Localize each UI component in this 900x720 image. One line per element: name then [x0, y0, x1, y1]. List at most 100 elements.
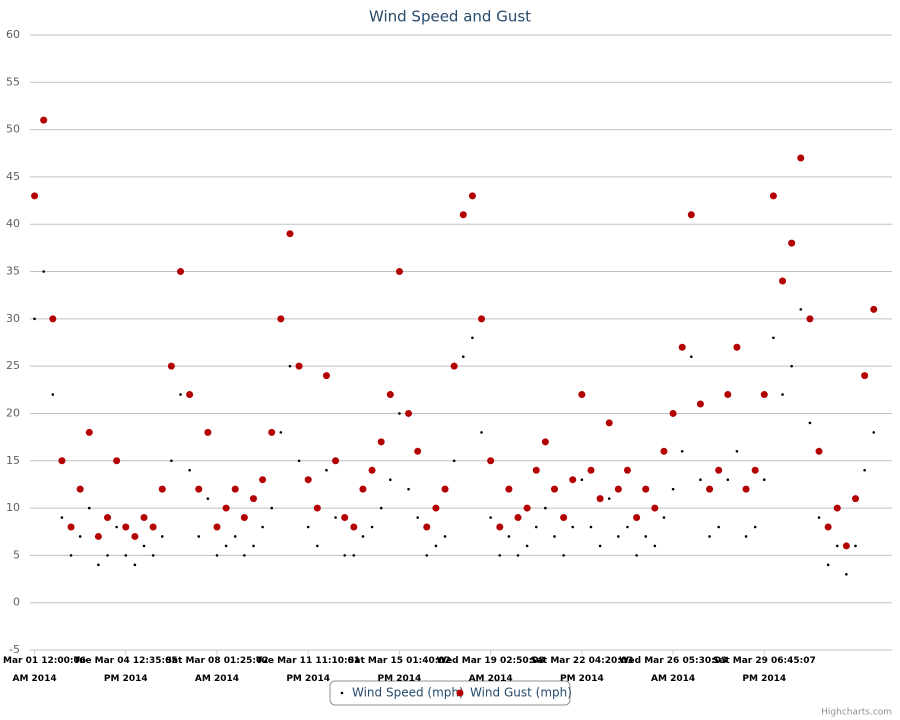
speed-point: [297, 459, 301, 463]
gust-point: [268, 428, 276, 436]
x-tick-label: Tue Mar 11 11:10:01 PM 2014: [256, 656, 361, 684]
speed-point: [316, 544, 319, 548]
gust-point: [541, 438, 549, 446]
speed-point: [835, 544, 839, 548]
y-tick-label: 50: [6, 123, 20, 136]
gust-point: [85, 428, 93, 436]
speed-point: [471, 336, 474, 340]
gust-point: [642, 485, 650, 493]
gust-point: [806, 315, 814, 323]
speed-point: [772, 336, 775, 340]
speed-point: [790, 364, 793, 368]
speed-point: [507, 535, 511, 538]
gust-point: [277, 315, 285, 323]
gust-point: [313, 504, 321, 512]
speed-point: [680, 450, 684, 453]
gust-point: [58, 457, 66, 465]
gust-point: [195, 485, 203, 493]
gust-point: [514, 514, 522, 522]
speed-point: [197, 535, 201, 538]
gust-point: [332, 457, 340, 465]
y-tick-label: 30: [6, 312, 20, 325]
speed-point: [288, 364, 292, 368]
speed-point: [480, 431, 483, 434]
speed-point: [534, 525, 538, 529]
speed-point: [51, 393, 55, 396]
speed-point: [489, 516, 492, 519]
speed-point: [398, 412, 401, 415]
speed-point: [352, 554, 356, 557]
gust-point: [861, 372, 869, 380]
gust-point: [231, 485, 239, 493]
gust-point: [40, 116, 48, 124]
gust-point: [751, 466, 759, 474]
y-tick-label: 45: [6, 170, 20, 183]
speed-point: [762, 478, 766, 481]
gust-point: [113, 457, 121, 465]
gust-point: [760, 391, 768, 399]
gust-point: [696, 400, 704, 408]
speed-point: [124, 554, 128, 557]
speed-point: [753, 525, 757, 529]
gust-point: [405, 409, 413, 417]
speed-point: [42, 270, 45, 273]
speed-point: [434, 544, 438, 548]
speed-point: [151, 554, 155, 557]
gust-point: [870, 305, 878, 313]
speed-point: [115, 525, 118, 529]
gust-point: [678, 343, 686, 351]
gust-point: [377, 438, 385, 446]
gust-point: [560, 514, 568, 522]
legend-box: [329, 680, 571, 706]
gust-point: [587, 466, 595, 474]
speed-point: [598, 544, 602, 548]
speed-point: [361, 535, 365, 538]
speed-point: [224, 544, 228, 548]
gust-point: [852, 495, 860, 503]
y-tick-label: 25: [6, 359, 20, 372]
gust-point: [687, 211, 695, 219]
gust-point: [496, 523, 504, 531]
gust-point: [304, 476, 312, 484]
gust-point: [395, 268, 403, 276]
speed-point: [808, 421, 812, 425]
speed-point: [60, 516, 64, 519]
gust-point: [368, 466, 376, 474]
speed-point: [233, 535, 237, 538]
speed-point: [389, 478, 392, 481]
gust-point: [742, 485, 750, 493]
gust-point: [779, 277, 787, 285]
speed-point: [589, 525, 593, 529]
gust-point: [578, 391, 586, 399]
gust-point: [669, 409, 677, 417]
speed-point: [370, 525, 374, 529]
y-tick-label: 15: [6, 454, 20, 467]
gust-point: [186, 391, 194, 399]
speed-point: [516, 554, 520, 557]
speed-point: [215, 554, 219, 557]
gust-point: [468, 192, 476, 200]
gust-point: [67, 523, 75, 531]
gust-point: [769, 192, 777, 200]
speed-point: [690, 355, 693, 358]
speed-point: [179, 393, 182, 396]
speed-point: [708, 535, 711, 538]
speed-point: [334, 516, 337, 519]
speed-point: [270, 506, 274, 510]
speed-point: [261, 525, 264, 529]
x-tick-label: Sat Mar 01 12:00:06 AM 2014: [0, 656, 87, 684]
speed-point: [863, 468, 866, 472]
gust-point: [550, 485, 558, 493]
y-tick-label: 5: [13, 548, 20, 561]
x-tick-label: Wed Mar 26 05:30:03 AM 2014: [618, 656, 728, 684]
gust-point: [286, 230, 294, 238]
speed-point: [416, 516, 419, 519]
speed-point: [571, 525, 575, 529]
speed-point: [97, 563, 100, 567]
gust-point: [660, 447, 668, 455]
legend-marker: [340, 691, 344, 695]
x-tick-label: Sat Mar 22 04:20:03 PM 2014: [530, 656, 634, 684]
speed-point: [671, 487, 675, 491]
gust-point: [122, 523, 130, 531]
